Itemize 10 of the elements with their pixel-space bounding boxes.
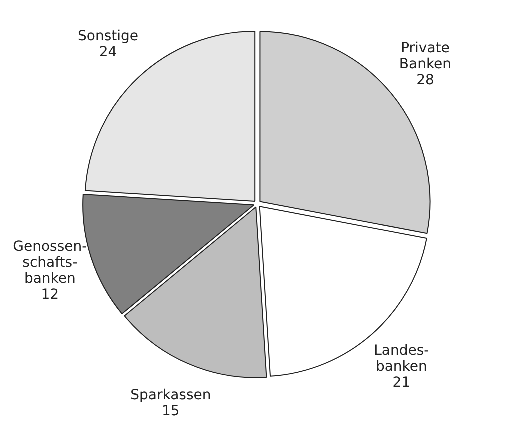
- data-label: 21: [392, 375, 411, 392]
- data-label: 24: [99, 44, 118, 61]
- data-label: 28: [416, 72, 434, 89]
- slice-label: Landes- banken: [374, 343, 430, 376]
- data-label: 15: [162, 404, 180, 420]
- slice-label: Genossen- schafts- banken: [13, 239, 88, 288]
- slice-label: Private Banken: [399, 40, 452, 73]
- data-label: 12: [41, 287, 60, 304]
- slice-label: Sparkassen: [130, 388, 212, 404]
- slice-label: Sonstige: [78, 28, 139, 45]
